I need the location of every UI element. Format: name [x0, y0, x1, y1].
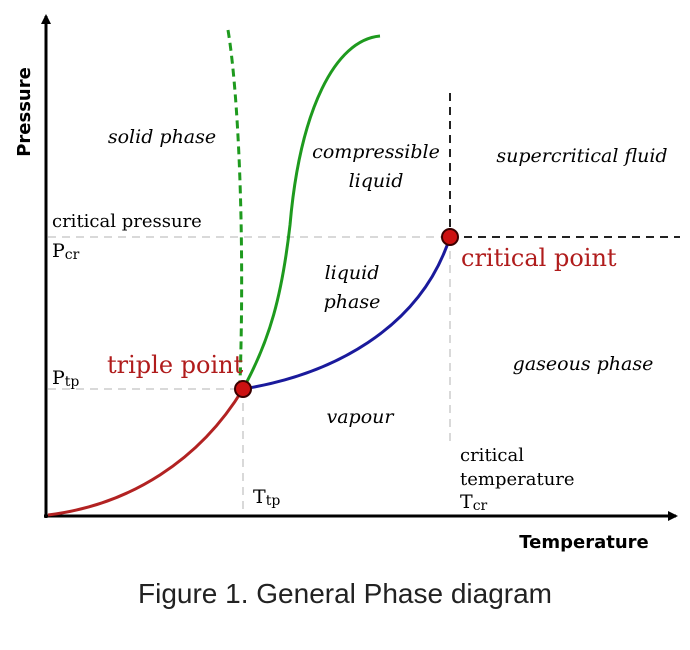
compressible-liquid-label-2: liquid [349, 170, 404, 192]
critical-pressure-label: critical pressure [52, 211, 202, 232]
tcr-label: Tcr [460, 491, 488, 514]
ttp-label: Ttp [253, 486, 280, 509]
phase-diagram: Pressure Temperature solid phase compres… [14, 14, 680, 553]
vaporization-curve [242, 236, 452, 391]
gaseous-phase-label: gaseous phase [513, 353, 654, 375]
anomalous-fusion-curve [226, 29, 244, 384]
triple-point-marker [234, 380, 252, 398]
liquid-phase-label-1: liquid [325, 262, 380, 284]
compressible-liquid-label-1: compressible [312, 141, 440, 163]
y-axis-label: Pressure [14, 67, 35, 157]
critical-temperature-label-2: temperature [460, 469, 575, 490]
x-axis-label: Temperature [519, 532, 648, 553]
critical-point-marker [441, 228, 459, 246]
triple-point-label: triple point [107, 351, 244, 379]
sublimation-curve [47, 388, 245, 517]
liquid-phase-label-2: phase [324, 291, 381, 313]
figure-caption: Figure 1. General Phase diagram [138, 578, 552, 609]
solid-phase-label: solid phase [108, 126, 216, 148]
fusion-curve [241, 34, 381, 390]
ptp-label: Ptp [52, 367, 79, 390]
critical-temperature-label-1: critical [460, 445, 524, 466]
pcr-label: Pcr [52, 240, 80, 263]
vapour-label: vapour [327, 406, 396, 428]
supercritical-fluid-label: supercritical fluid [496, 145, 667, 167]
critical-point-label: critical point [461, 244, 617, 272]
